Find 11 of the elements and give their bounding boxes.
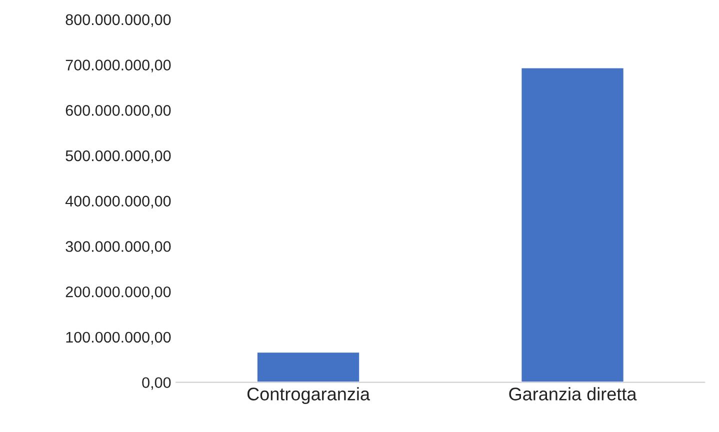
y-tick-label: 100.000.000,00 xyxy=(66,332,171,344)
y-tick-label: 400.000.000,00 xyxy=(65,196,171,208)
y-tick-label: 500.000.000,00 xyxy=(66,150,171,164)
y-tick-label: 700.000.000,00 xyxy=(66,60,171,72)
y-tick-label: 800.000.000,00 xyxy=(66,14,171,27)
y-tick-label: 300.000.000,00 xyxy=(66,241,171,254)
y-tick-label: 200.000.000,00 xyxy=(66,286,171,300)
y-tick-label: 600.000.000,00 xyxy=(66,105,171,118)
x-tick-label: Controgaranzia xyxy=(247,387,370,404)
y-tick-label: 0,00 xyxy=(142,377,171,390)
x-tick-label: Garanzia diretta xyxy=(509,387,637,400)
